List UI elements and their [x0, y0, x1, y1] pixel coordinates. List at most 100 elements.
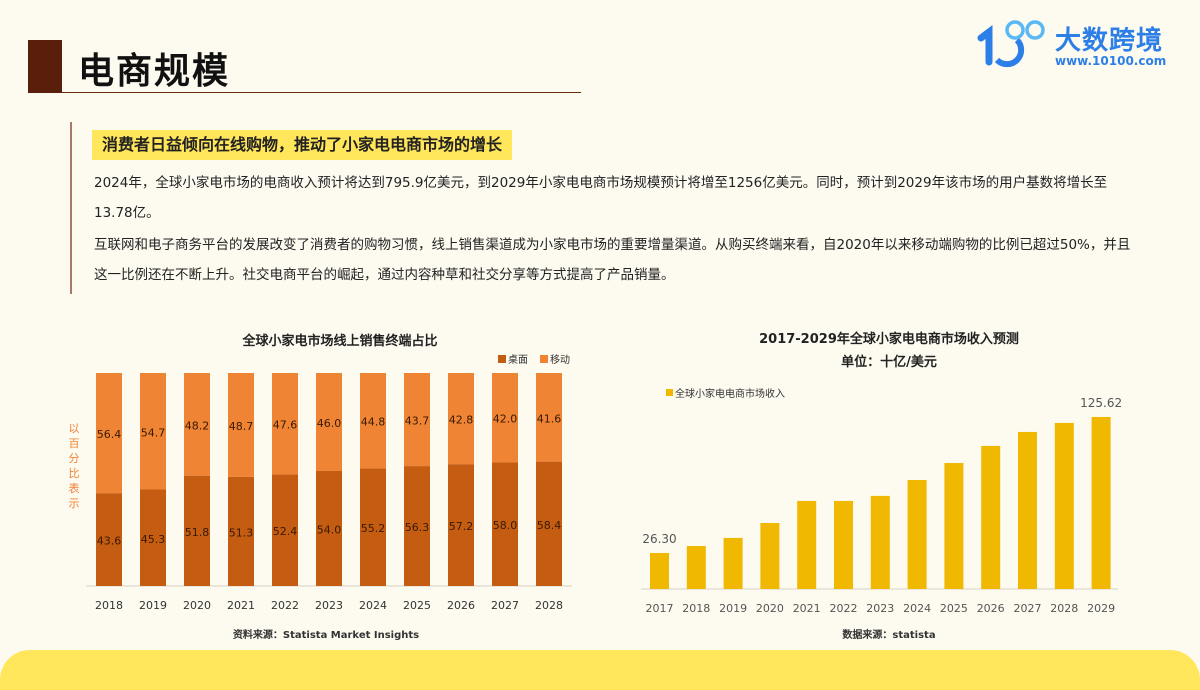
data-label: 54.0	[317, 523, 342, 536]
data-label: 51.8	[185, 526, 210, 539]
data-label: 43.7	[405, 415, 430, 428]
page-title: 电商规模	[78, 51, 231, 92]
x-tick-label: 2027	[1014, 602, 1042, 615]
logo-mark-icon	[977, 20, 1045, 68]
chart-title: 2017-2029年全球小家电电商市场收入预测	[759, 331, 1019, 347]
bar-desktop	[448, 464, 474, 586]
data-label: 43.6	[97, 535, 122, 548]
x-tick-label: 2021	[793, 602, 821, 615]
x-tick-label: 2018	[682, 602, 710, 615]
x-tick-label: 2019	[719, 602, 747, 615]
data-label: 54.7	[141, 426, 166, 439]
chart-source: 资料来源：Statista Market Insights	[233, 628, 419, 641]
x-tick-label: 2024	[359, 599, 387, 612]
x-tick-label: 2023	[866, 602, 894, 615]
bar-revenue	[686, 546, 706, 589]
data-label: 48.2	[185, 419, 210, 432]
data-label: 44.8	[361, 416, 386, 429]
data-label: 52.4	[273, 525, 298, 538]
data-label: 56.4	[97, 428, 122, 441]
x-tick-label: 2024	[903, 602, 931, 615]
bar-revenue	[1091, 417, 1111, 589]
x-tick-label: 2026	[447, 599, 475, 612]
bar-mobile	[316, 373, 342, 471]
chart-subtitle: 单位：十亿/美元	[841, 354, 937, 370]
summary-paragraph: 2024年，全球小家电市场的电商收入预计将达到795.9亿美元，到2029年小家…	[94, 175, 1108, 221]
data-label: 58.0	[493, 519, 518, 532]
bar-revenue	[1054, 422, 1074, 589]
bar-desktop	[140, 489, 166, 586]
data-label: 45.3	[141, 533, 166, 546]
bar-revenue	[1018, 431, 1037, 589]
y-axis-label-char: 以	[69, 422, 80, 435]
logo: 大数跨境 www.10100.com	[975, 18, 1185, 70]
bar-desktop	[96, 493, 122, 586]
y-axis-label-char: 示	[69, 497, 80, 510]
legend-label: 桌面	[508, 353, 528, 366]
x-tick-label: 2028	[1050, 602, 1078, 615]
legend-label: 全球小家电电商市场收入	[675, 387, 785, 400]
logo-name: 大数跨境	[1055, 26, 1164, 56]
summary-paragraph: 互联网和电子商务平台的发展改变了消费者的购物习惯，线上销售渠道成为小家电市场的重…	[94, 237, 1131, 283]
bar-revenue	[797, 500, 817, 589]
bar-mobile	[536, 373, 562, 462]
chart-source: 数据来源：statista	[842, 628, 935, 641]
data-label: 51.3	[229, 526, 254, 539]
x-tick-label: 2023	[315, 599, 343, 612]
bar-revenue	[944, 463, 964, 589]
bar-desktop	[536, 461, 562, 586]
revenue-forecast-chart: 2017-2029年全球小家电电商市场收入预测单位：十亿/美元全球小家电电商市场…	[641, 331, 1122, 641]
legend-label: 移动	[550, 353, 570, 366]
x-tick-label: 2025	[940, 602, 968, 615]
bar-desktop	[272, 474, 298, 586]
data-label: 48.7	[229, 420, 254, 433]
bar-desktop	[228, 476, 254, 586]
data-label: 47.6	[273, 419, 298, 432]
bar-mobile	[492, 373, 518, 463]
data-label: 57.2	[449, 520, 474, 533]
x-tick-label: 2021	[227, 599, 255, 612]
data-label: 42.8	[449, 414, 474, 427]
x-tick-label: 2027	[491, 599, 519, 612]
data-label: 55.2	[361, 522, 386, 535]
x-tick-label: 2026	[977, 602, 1005, 615]
chart-title: 全球小家电市场线上销售终端占比	[241, 333, 437, 349]
bar-mobile	[404, 373, 430, 467]
title-block: 电商规模	[28, 40, 581, 93]
x-tick-label: 2022	[271, 599, 299, 612]
x-tick-label: 2020	[756, 602, 784, 615]
bar-revenue	[723, 537, 743, 589]
bar-revenue	[834, 500, 853, 589]
x-tick-label: 2018	[95, 599, 123, 612]
y-axis-label-char: 百	[69, 437, 80, 450]
bar-desktop	[360, 468, 386, 586]
data-label: 46.0	[317, 417, 342, 430]
y-axis-label-char: 分	[69, 452, 80, 465]
x-tick-label: 2025	[403, 599, 431, 612]
summary-block: 消费者日益倾向在线购物，推动了小家电电商市场的增长 2024年，全球小家电市场的…	[70, 122, 1140, 294]
legend-swatch	[666, 389, 673, 396]
data-label: 26.30	[642, 532, 676, 546]
data-label: 56.3	[405, 521, 430, 534]
bar-desktop	[404, 466, 430, 586]
legend-swatch	[540, 355, 548, 363]
x-tick-label: 2020	[183, 599, 211, 612]
x-tick-label: 2028	[535, 599, 563, 612]
bar-desktop	[184, 475, 210, 586]
y-axis-label-char: 比	[69, 467, 80, 480]
bar-revenue	[981, 445, 1001, 589]
logo-url[interactable]: www.10100.com	[1055, 54, 1167, 68]
bar-mobile	[184, 373, 210, 476]
bar-desktop	[492, 462, 518, 586]
bar-mobile	[96, 373, 122, 494]
data-label: 58.4	[537, 519, 562, 532]
bottom-decor-band	[0, 650, 1200, 690]
bar-mobile	[228, 373, 254, 477]
x-tick-label: 2029	[1087, 602, 1115, 615]
data-label: 41.6	[537, 412, 562, 425]
bar-mobile	[360, 373, 386, 469]
summary-highlight: 消费者日益倾向在线购物，推动了小家电电商市场的增长	[92, 130, 513, 160]
x-tick-label: 2022	[830, 602, 858, 615]
bar-mobile	[272, 373, 298, 475]
